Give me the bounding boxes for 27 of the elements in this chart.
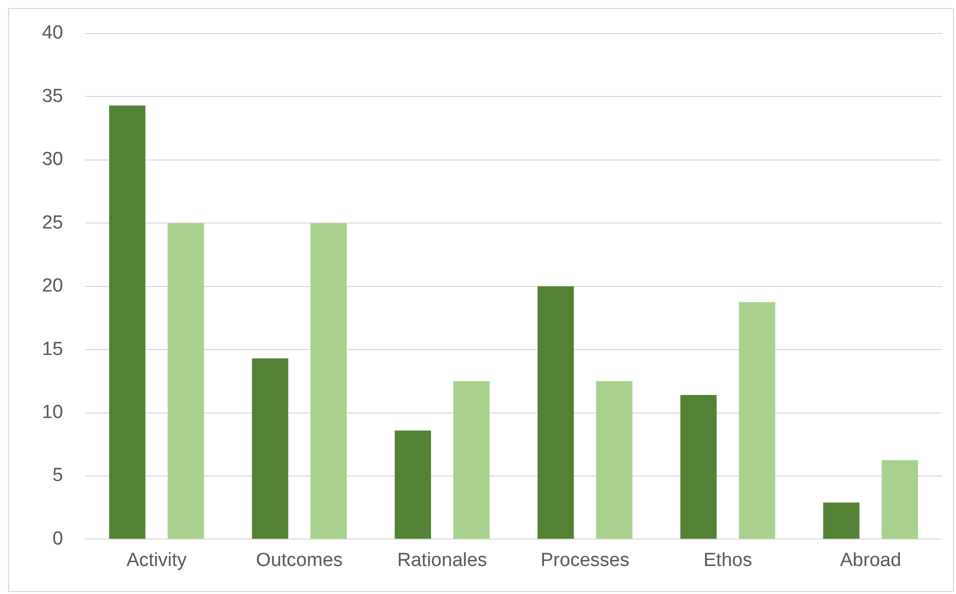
bar [168,223,204,539]
bar [596,381,632,539]
bar [538,286,574,539]
y-tick-label: 0 [52,528,64,550]
y-tick-label: 40 [42,22,64,44]
bar [109,105,146,539]
x-tick-label: Rationales [397,550,488,571]
x-tick-label: Processes [540,550,630,571]
bar [252,358,288,539]
bar [310,223,347,539]
bar [453,381,490,539]
bar [394,430,432,539]
y-tick-label: 15 [42,338,64,360]
y-tick-label: 20 [42,276,64,297]
x-tick-label: Outcomes [256,550,343,571]
y-tick-label: 30 [42,149,64,170]
y-tick-label: 25 [42,212,64,234]
bar [738,302,776,539]
y-tick-label: 35 [42,86,64,107]
x-tick-label: Activity [126,550,188,571]
x-tick-label: Ethos [703,550,752,571]
y-tick-label: 5 [52,465,64,486]
bar [823,502,860,539]
x-tick-label: Abroad [840,550,902,571]
bar [680,395,717,539]
bar [882,460,918,539]
y-tick-label: 10 [42,402,64,423]
